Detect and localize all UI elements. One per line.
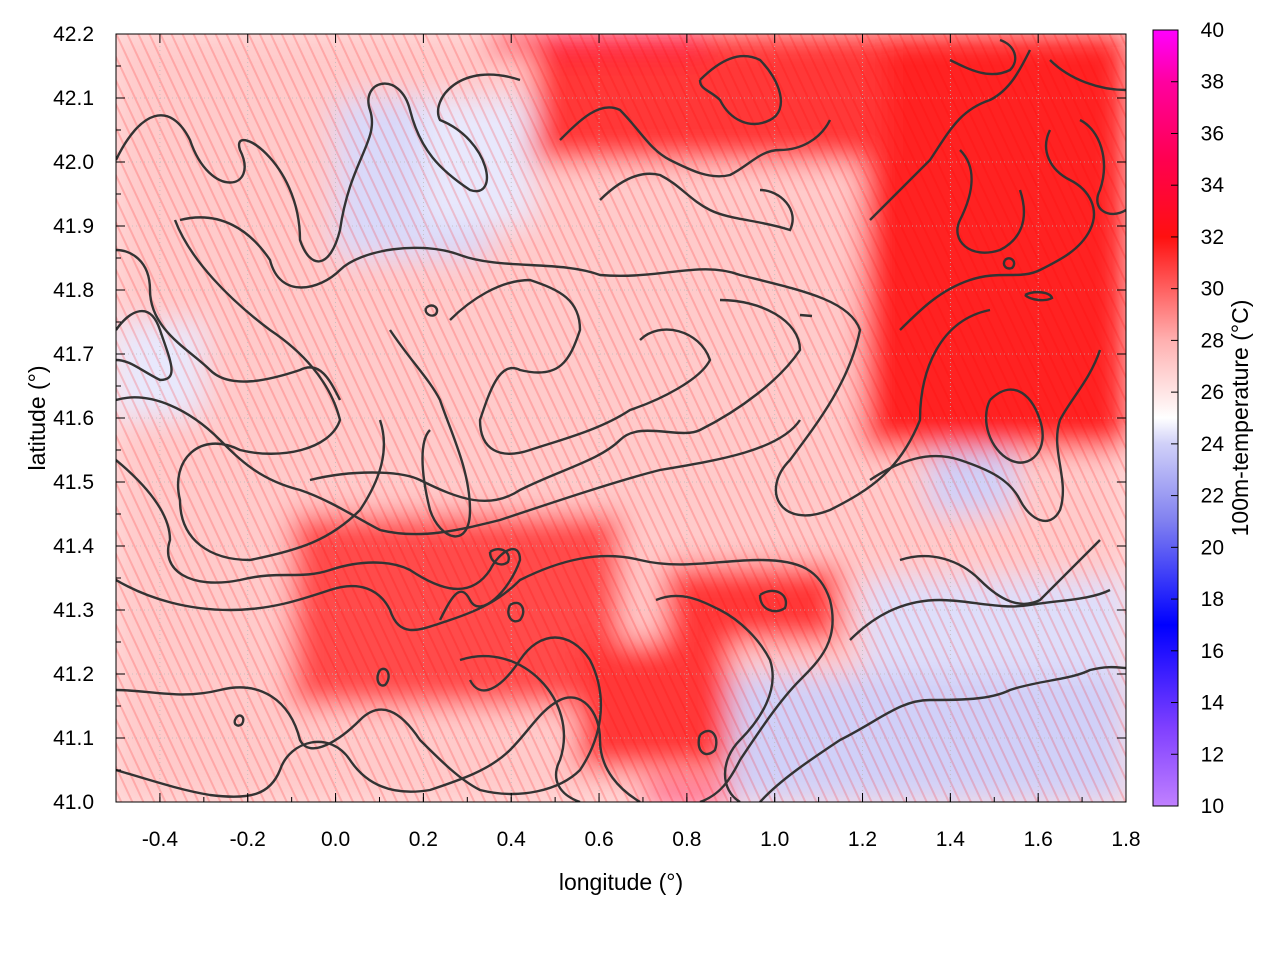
contour-line <box>173 219 386 562</box>
contour-line <box>1079 118 1126 216</box>
contour-line <box>984 388 1044 464</box>
colorbar-tick-label: 16 <box>1201 640 1224 663</box>
contour-line <box>116 73 521 263</box>
contour-line <box>424 304 439 317</box>
contour-line <box>956 149 1026 254</box>
contour-line <box>116 396 801 536</box>
colorbar-tick-label: 12 <box>1201 743 1224 766</box>
colorbar-tick-label: 14 <box>1201 692 1225 715</box>
contour-line <box>869 49 1032 221</box>
y-tick-label: 41.1 <box>53 727 94 750</box>
contour-line <box>488 548 510 566</box>
colorbar-ticks <box>1171 29 1178 807</box>
contour-line <box>697 729 718 756</box>
x-tick-label: 0.0 <box>321 828 350 851</box>
contour-line <box>116 248 342 401</box>
colorbar-tick-label: 30 <box>1201 278 1224 301</box>
contour-line <box>758 589 788 613</box>
colorbar-tick-label: 36 <box>1201 122 1224 145</box>
contour-line <box>559 106 832 178</box>
colorbar-tick-label: 32 <box>1201 226 1224 249</box>
contour-line <box>459 654 581 802</box>
colorbar: 10 12 14 16 18 20 22 24 26 28 30 32 34 36 38 40 100m-te… <box>1152 19 1253 818</box>
contour-line <box>389 329 472 538</box>
y-tick-label: 41.5 <box>53 471 94 494</box>
colorbar-tick-labels: 10 12 14 16 18 20 22 24 26 28 30 32 34 36 38 40 <box>1201 19 1225 818</box>
contour-line <box>698 54 783 126</box>
colorbar-tick-label: 22 <box>1201 485 1224 508</box>
contour-line <box>899 129 1096 331</box>
x-tick-label: 0.4 <box>497 828 527 851</box>
x-tick-label: 0.8 <box>672 828 701 851</box>
contour-line <box>1049 59 1126 92</box>
contour-line <box>599 172 794 232</box>
x-tick-label: 0.2 <box>409 828 438 851</box>
contour-line <box>869 349 1102 522</box>
colorbar-tick-label: 40 <box>1201 19 1224 42</box>
y-tick-label: 41.4 <box>53 535 94 558</box>
y-tick-label: 41.9 <box>53 215 94 238</box>
contour-line <box>449 278 712 455</box>
x-tick-label: 1.6 <box>1024 828 1053 851</box>
x-tick-label: 1.8 <box>1111 828 1140 851</box>
x-tick-label: 0.6 <box>584 828 613 851</box>
colorbar-bar <box>1152 29 1179 807</box>
contour-line <box>309 298 802 503</box>
y-tick-labels: 41.0 41.1 41.2 41.3 41.4 41.5 41.6 41.7 41.8 41.9… <box>53 23 94 814</box>
colorbar-tick-label: 24 <box>1201 433 1225 456</box>
y-tick-label: 41.8 <box>53 279 94 302</box>
colorbar-tick-label: 18 <box>1201 588 1224 611</box>
y-tick-label: 41.7 <box>53 343 94 366</box>
contour-line <box>116 554 834 802</box>
y-tick-label: 41.3 <box>53 599 94 622</box>
y-tick-label: 42.2 <box>53 23 94 46</box>
contour-line <box>179 216 991 517</box>
y-tick-label: 42.0 <box>53 151 94 174</box>
contour-line <box>949 38 1017 76</box>
contour-line <box>116 696 641 802</box>
x-tick-label: -0.4 <box>142 828 179 851</box>
contour-line <box>759 665 1126 802</box>
contour-line <box>899 539 1101 606</box>
x-tick-labels: -0.4 -0.2 0.0 0.2 0.4 0.6 0.8 1.0 1.2 1.4 1.6 1.8 <box>142 828 1141 851</box>
contour-line <box>799 313 813 318</box>
x-axis-title: longitude (°) <box>559 869 683 895</box>
y-tick-label: 41.2 <box>53 663 94 686</box>
x-tick-label: -0.2 <box>230 828 266 851</box>
y-tick-label: 41.0 <box>53 791 94 814</box>
colorbar-title: 100m-temperature (°C) <box>1227 300 1253 537</box>
x-tick-label: 1.4 <box>936 828 966 851</box>
terrain-contours <box>116 38 1126 802</box>
contour-line <box>233 714 245 727</box>
axis-ticks <box>115 33 1127 803</box>
y-axis-title: latitude (°) <box>24 365 50 470</box>
plot-area: -0.4 -0.2 0.0 0.2 0.4 0.6 0.8 1.0 1.2 1.4 1.6 1.8 4… <box>24 23 1141 895</box>
colorbar-tick-label: 38 <box>1201 71 1224 94</box>
y-tick-label: 41.6 <box>53 407 94 430</box>
x-tick-label: 1.2 <box>848 828 877 851</box>
contour-line <box>1002 257 1016 270</box>
contour-line <box>116 309 173 382</box>
x-tick-label: 1.0 <box>760 828 789 851</box>
contour-line <box>849 588 1111 641</box>
colorbar-tick-label: 28 <box>1201 329 1224 352</box>
contour-line <box>376 667 390 687</box>
colorbar-tick-label: 34 <box>1201 174 1225 197</box>
colorbar-tick-label: 20 <box>1201 536 1224 559</box>
contour-line <box>507 601 525 623</box>
y-tick-label: 42.1 <box>53 87 94 110</box>
colorbar-tick-label: 26 <box>1201 381 1224 404</box>
colorbar-tick-label: 10 <box>1201 795 1224 818</box>
contour-line <box>655 594 774 802</box>
contour-line <box>116 636 603 796</box>
contour-line <box>1024 290 1054 302</box>
